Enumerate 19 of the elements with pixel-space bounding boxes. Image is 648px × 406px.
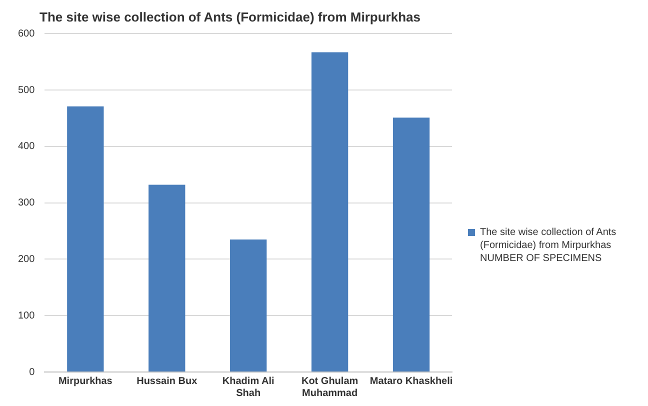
y-tick-label: 300 xyxy=(18,198,36,209)
y-tick-label: 600 xyxy=(18,28,36,40)
y-tick-label: 200 xyxy=(18,254,36,265)
y-tick-label: 100 xyxy=(18,310,36,322)
bar xyxy=(67,106,104,372)
x-tick-label: Kot Ghulam Muhammad xyxy=(301,376,358,399)
y-tick-label: 400 xyxy=(18,141,36,152)
x-tick-label: Khadim Ali Shah xyxy=(222,376,274,399)
x-tick-label: Hussain Bux xyxy=(136,376,198,387)
bar xyxy=(148,184,186,372)
x-tick-label: Mirpurkhas xyxy=(58,376,113,387)
y-tick-label: 500 xyxy=(18,84,36,96)
chart-title: The site wise collection of Ants (Formicidae) from Mirpurkhas xyxy=(40,9,420,24)
x-tick-label: Mataro Khaskheli xyxy=(370,376,453,387)
bar xyxy=(392,118,430,372)
legend-label: The site wise collection of Ants (Formicidae) from Mirpurkhas NUMBER OF SPECIMENS xyxy=(480,226,618,265)
y-tick-label: 0 xyxy=(29,366,36,378)
bar xyxy=(311,52,348,372)
bar xyxy=(230,239,267,372)
